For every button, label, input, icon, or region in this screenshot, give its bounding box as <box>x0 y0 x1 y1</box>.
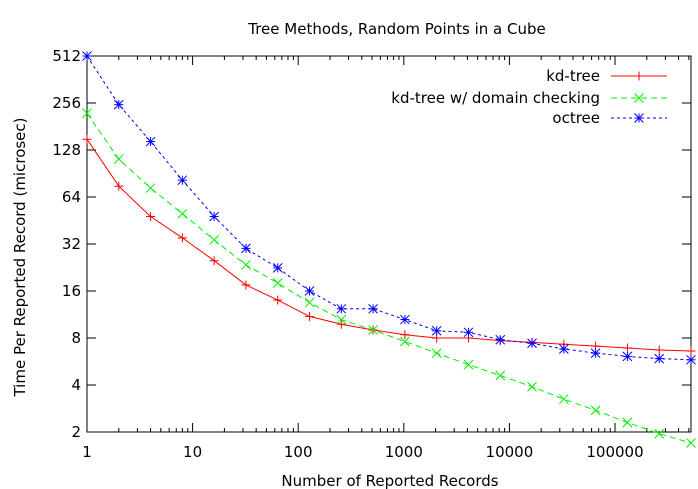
data-point <box>241 280 251 290</box>
data-point <box>304 297 315 308</box>
data-point <box>146 212 156 222</box>
y-tick-label: 2 <box>71 423 81 441</box>
data-point <box>177 233 187 243</box>
legend-marker <box>634 71 644 81</box>
series-line-0 <box>86 138 692 352</box>
data-point <box>622 351 633 362</box>
data-point <box>686 438 696 448</box>
data-point <box>114 181 124 191</box>
x-tick-label: 100 <box>284 443 313 461</box>
y-tick-label: 128 <box>52 141 81 159</box>
data-point <box>113 154 124 164</box>
data-point <box>209 211 220 222</box>
data-point <box>654 345 664 355</box>
y-tick-label: 512 <box>52 47 81 65</box>
data-point <box>273 295 283 305</box>
series-line-2 <box>86 55 692 361</box>
legend-label: kd-tree w/ domain checking <box>391 89 600 107</box>
plot-frame <box>86 55 692 433</box>
x-tick-label: 10000 <box>486 443 534 461</box>
data-point <box>272 278 283 288</box>
x-tick-label: 1000 <box>385 443 423 461</box>
legend-label: octree <box>552 109 600 127</box>
data-point <box>177 175 188 186</box>
data-point <box>336 319 346 329</box>
data-point <box>241 260 251 270</box>
data-point <box>654 428 665 439</box>
axis-ticks: 2 4 8 16 32 64 128 256 512 1 10 100 1000 10000 100000 <box>52 47 691 461</box>
data-point <box>336 303 347 314</box>
data-point <box>113 99 124 110</box>
legend-marker <box>634 93 644 103</box>
x-tick-label: 10 <box>183 443 202 461</box>
data-point <box>82 134 92 144</box>
data-point <box>209 235 220 245</box>
data-point <box>241 243 251 254</box>
data-point <box>590 405 601 416</box>
data-point <box>368 303 378 314</box>
legend-marker <box>634 113 644 123</box>
data-point <box>82 51 92 61</box>
data-point <box>400 336 410 347</box>
legend-label: kd-tree <box>546 67 600 85</box>
y-tick-label: 64 <box>62 188 81 206</box>
data-point <box>272 263 283 273</box>
data-point <box>590 348 601 358</box>
data-point <box>145 136 156 147</box>
data-point <box>558 394 569 404</box>
series-line-1 <box>86 113 692 444</box>
data-point <box>495 370 506 381</box>
y-tick-label: 16 <box>62 282 81 300</box>
data-point <box>463 359 474 370</box>
data-point <box>304 286 315 296</box>
data-point <box>558 344 569 354</box>
data-point <box>686 354 696 365</box>
data-point <box>495 334 506 345</box>
chart-title: Tree Methods, Random Points in a Cube <box>247 20 545 38</box>
x-tick-label: 1 <box>82 443 92 461</box>
y-tick-label: 8 <box>71 329 81 347</box>
data-point <box>336 314 347 325</box>
data-point <box>622 417 633 428</box>
data-point <box>527 338 537 349</box>
y-tick-label: 256 <box>52 94 81 112</box>
data-point <box>82 108 92 119</box>
y-tick-label: 32 <box>62 235 81 253</box>
data-point <box>400 314 410 325</box>
data-point <box>305 311 315 321</box>
y-axis-label: Time Per Reported Record (microsec) <box>11 117 29 397</box>
data-point <box>145 183 156 193</box>
data-point <box>177 208 188 219</box>
data-point <box>686 346 696 356</box>
data-point <box>431 348 442 358</box>
data-point <box>622 343 632 353</box>
data-point <box>368 325 378 335</box>
data-point <box>463 327 474 338</box>
data-point <box>431 325 442 336</box>
data-point <box>527 381 537 392</box>
series-layer <box>82 51 696 448</box>
x-tick-label: 100000 <box>586 443 643 461</box>
data-point <box>400 330 410 340</box>
data-point <box>209 256 219 266</box>
legend: kd-tree kd-tree w/ domain checking octree <box>391 67 667 127</box>
x-axis-label: Number of Reported Records <box>281 472 498 489</box>
data-point <box>654 353 665 364</box>
y-tick-label: 4 <box>71 376 81 394</box>
